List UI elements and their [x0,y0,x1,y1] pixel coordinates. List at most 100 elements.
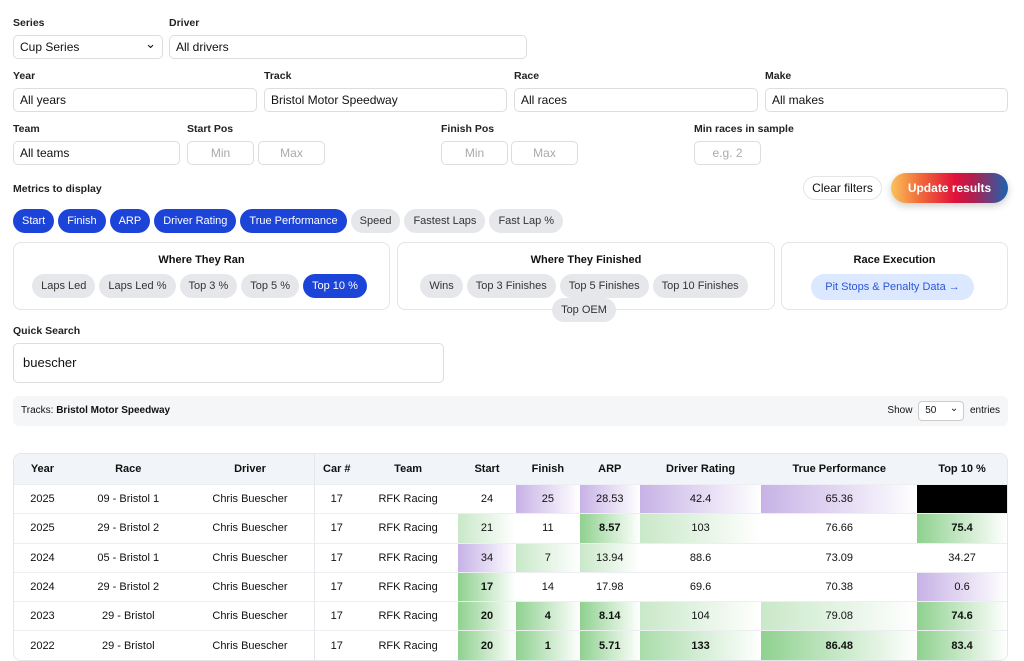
table-cell: 2023 [14,601,71,630]
min-races-label: Min races in sample [694,123,794,135]
metric-pills: Start Finish ARP Driver Rating True Performa… [13,209,567,233]
table-cell: Chris Buescher [185,484,316,514]
table-row: 2024 29 - Bristol 2 Chris Buescher 17 RFK Ra… [14,571,1007,602]
table-cell: Chris Buescher [185,513,316,543]
table-cell: 7 [515,542,580,572]
table-cell: 29 - Bristol 2 [70,571,186,601]
column-header[interactable]: Car # [315,454,359,484]
table-cell: 29 - Bristol 2 [70,513,186,542]
column-header[interactable]: Race [70,454,186,484]
column-header[interactable]: Driver Rating [639,454,762,484]
series-select[interactable]: Cup Series [13,33,163,59]
table-cell: 79.08 [761,601,918,631]
group-title: Where They Finished [530,254,642,266]
table-cell: 83.4 [917,630,1007,660]
column-header[interactable]: ARP [579,454,640,484]
table-cell [917,484,1007,514]
column-header[interactable]: Team [358,454,459,484]
pit-stops-link[interactable]: Pit Stops & Penalty Data → [811,274,974,300]
metric-toggle-wins[interactable]: Wins [420,274,463,298]
chevron-down-icon: ⌄ [949,403,959,414]
clear-filters-button[interactable]: Clear filters [803,176,882,200]
column-header[interactable]: Year [14,454,71,484]
table-cell: 1 [515,630,580,660]
table-cell: RFK Racing [358,571,459,601]
race-input[interactable]: All races [514,88,758,112]
min-races-input[interactable]: e.g. 2 [694,141,761,165]
table-cell: 4 [515,601,580,631]
metric-toggle-laps-led-[interactable]: Laps Led % [99,274,176,298]
column-header[interactable]: Driver [185,454,316,484]
table-cell: Chris Buescher [185,542,316,572]
entries-select[interactable]: 50 ⌄ [918,401,965,421]
metric-toggle-top-5-finishes[interactable]: Top 5 Finishes [559,274,649,298]
table-cell: RFK Racing [358,513,459,542]
table-cell: 29 - Bristol [70,601,186,630]
metric-toggle-top-10-[interactable]: Top 10 % [303,274,367,298]
metrics-label: Metrics to display [13,183,102,195]
driver-input[interactable]: All drivers [169,35,527,59]
column-header[interactable]: True Performance [761,454,918,484]
table-cell: 17 [315,601,359,630]
metric-toggle-finish[interactable]: Finish [58,209,106,233]
update-results-button[interactable]: Update results [891,173,1008,203]
table-cell: 133 [639,630,762,660]
column-header[interactable]: Start [458,454,516,484]
table-cell: 8.57 [579,513,640,543]
metric-toggle-driver-rating[interactable]: Driver Rating [154,209,237,233]
metric-toggle-start[interactable]: Start [13,209,55,233]
table-cell: Chris Buescher [185,571,316,602]
table-row: 2025 29 - Bristol 2 Chris Buescher 17 RFK Ra… [14,513,1007,543]
table-cell: 17 [315,484,359,513]
metric-toggle-true-performance[interactable]: True Performance [240,209,347,233]
finish-pos-label: Finish Pos [441,123,495,135]
metric-toggle-speed[interactable]: Speed [350,209,401,233]
info-bar: Tracks: Bristol Motor Speedway Show 50 ⌄ … [13,396,1008,426]
make-input[interactable]: All makes [765,88,1008,112]
make-label: Make [765,70,792,82]
start-pos-label: Start Pos [187,123,234,135]
table-cell: 70.38 [761,571,918,601]
metric-toggle-top-oem[interactable]: Top OEM [552,298,616,322]
table-cell: RFK Racing [358,601,459,630]
table-cell: 69.6 [639,571,762,601]
finish-pos-min[interactable]: Min [441,141,508,165]
metric-toggle-fast-lap-[interactable]: Fast Lap % [489,209,564,233]
table-cell: 17 [315,513,359,542]
series-value: Cup Series [20,40,80,54]
metric-toggle-laps-led[interactable]: Laps Led [32,274,96,298]
quick-search-input[interactable]: buescher [13,343,444,383]
team-input[interactable]: All teams [13,141,180,165]
table-row: 2025 09 - Bristol 1 Chris Buescher 17 RFK Ra… [14,484,1007,514]
show-label: Show [887,405,913,416]
table-cell: 17.98 [579,571,640,601]
race-label: Race [514,70,540,82]
table-cell: 75.4 [917,513,1007,543]
table-cell: 2024 [14,542,71,572]
table-cell: 28.53 [579,484,640,514]
start-pos-min[interactable]: Min [187,141,254,165]
race-execution-group: Race Execution Pit Stops & Penalty Data → [781,242,1008,310]
table-row: 2023 29 - Bristol Chris Buescher 17 RFK Raci… [14,601,1007,631]
finish-pos-max[interactable]: Max [511,141,578,165]
metric-toggle-top-5-[interactable]: Top 5 % [241,274,299,298]
metric-toggle-fastest-laps[interactable]: Fastest Laps [404,209,486,233]
metric-toggle-top-3-finishes[interactable]: Top 3 Finishes [466,274,556,298]
table-cell: Chris Buescher [185,630,316,660]
table-cell: 17 [458,571,516,602]
metric-toggle-top-3-[interactable]: Top 3 % [179,274,238,298]
column-header[interactable]: Top 10 % [917,454,1007,484]
metric-toggle-top-10-finishes[interactable]: Top 10 Finishes [652,274,748,298]
metric-toggle-arp[interactable]: ARP [109,209,151,233]
table-cell: 05 - Bristol 1 [70,542,186,572]
table-cell: 13.94 [579,542,640,572]
column-header[interactable]: Finish [515,454,580,484]
track-input[interactable]: Bristol Motor Speedway [264,88,507,112]
table-cell: 29 - Bristol [70,630,186,659]
entries-value: 50 [925,405,937,416]
year-input[interactable]: All years [13,88,257,112]
table-cell: 34.27 [917,542,1007,572]
entries-label: entries [969,405,1000,416]
start-pos-max[interactable]: Max [258,141,325,165]
table-cell: Chris Buescher [185,601,316,631]
